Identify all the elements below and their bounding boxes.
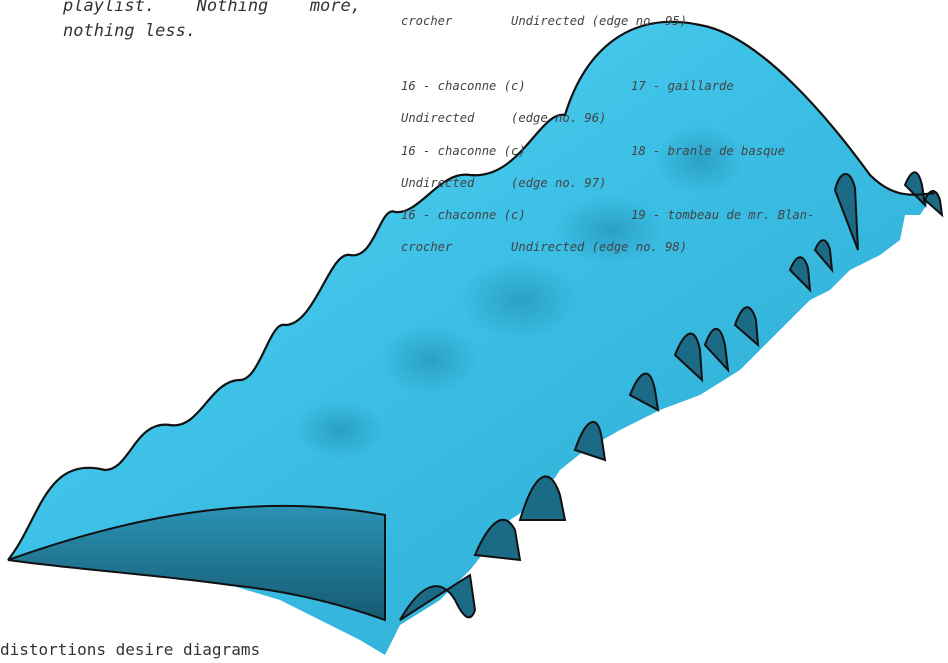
- edge-line-5-second: (edge no. 97): [511, 176, 607, 190]
- edge-line-3-first: Undirected: [401, 111, 475, 125]
- edge-line-1-second: Undirected (edge no. 95): [511, 14, 688, 28]
- edge-line-3: Undirected (edge no. 96): [401, 111, 606, 125]
- edge-line-7-second: Undirected (edge no. 98): [511, 240, 688, 254]
- edge-line-6: 16 - chaconne (c) 19 - tombeau de mr. Bla…: [401, 208, 814, 222]
- edge-line-6-first: 16 - chaconne (c): [401, 208, 526, 222]
- intro-line-2: nothing less.: [63, 21, 197, 41]
- intro-line-1: playlist. Nothing more,: [63, 0, 361, 16]
- edge-line-2-second: 17 - gaillarde: [631, 79, 734, 93]
- edge-line-7-first: crocher: [401, 240, 453, 254]
- edge-line-5: Undirected (edge no. 97): [401, 176, 606, 190]
- edge-line-2: 16 - chaconne (c) 17 - gaillarde: [401, 79, 734, 93]
- edge-line-4-second: 18 - branle de basque: [631, 144, 786, 158]
- surface-ridges: [399, 171, 944, 621]
- edge-line-5-first: Undirected: [401, 176, 475, 190]
- surface-outline: [7, 20, 936, 561]
- surface-front-fold: [7, 504, 386, 622]
- edge-line-1: crocher Undirected (edge no. 95): [401, 14, 687, 28]
- edge-line-4: 16 - chaconne (c) 18 - branle de basque: [401, 144, 785, 158]
- intro-paragraph: playlist. Nothing more, nothing less.: [63, 0, 361, 44]
- footer-caption: distortions desire diagrams: [0, 640, 261, 659]
- edge-line-3-second: (edge no. 96): [511, 111, 607, 125]
- edge-line-2-first: 16 - chaconne (c): [401, 79, 526, 93]
- edge-line-1-first: crocher: [401, 14, 453, 28]
- edge-line-7: crocher Undirected (edge no. 98): [401, 240, 687, 254]
- edge-line-6-second: 19 - tombeau de mr. Blan-: [631, 208, 815, 222]
- edge-line-4-first: 16 - chaconne (c): [401, 144, 526, 158]
